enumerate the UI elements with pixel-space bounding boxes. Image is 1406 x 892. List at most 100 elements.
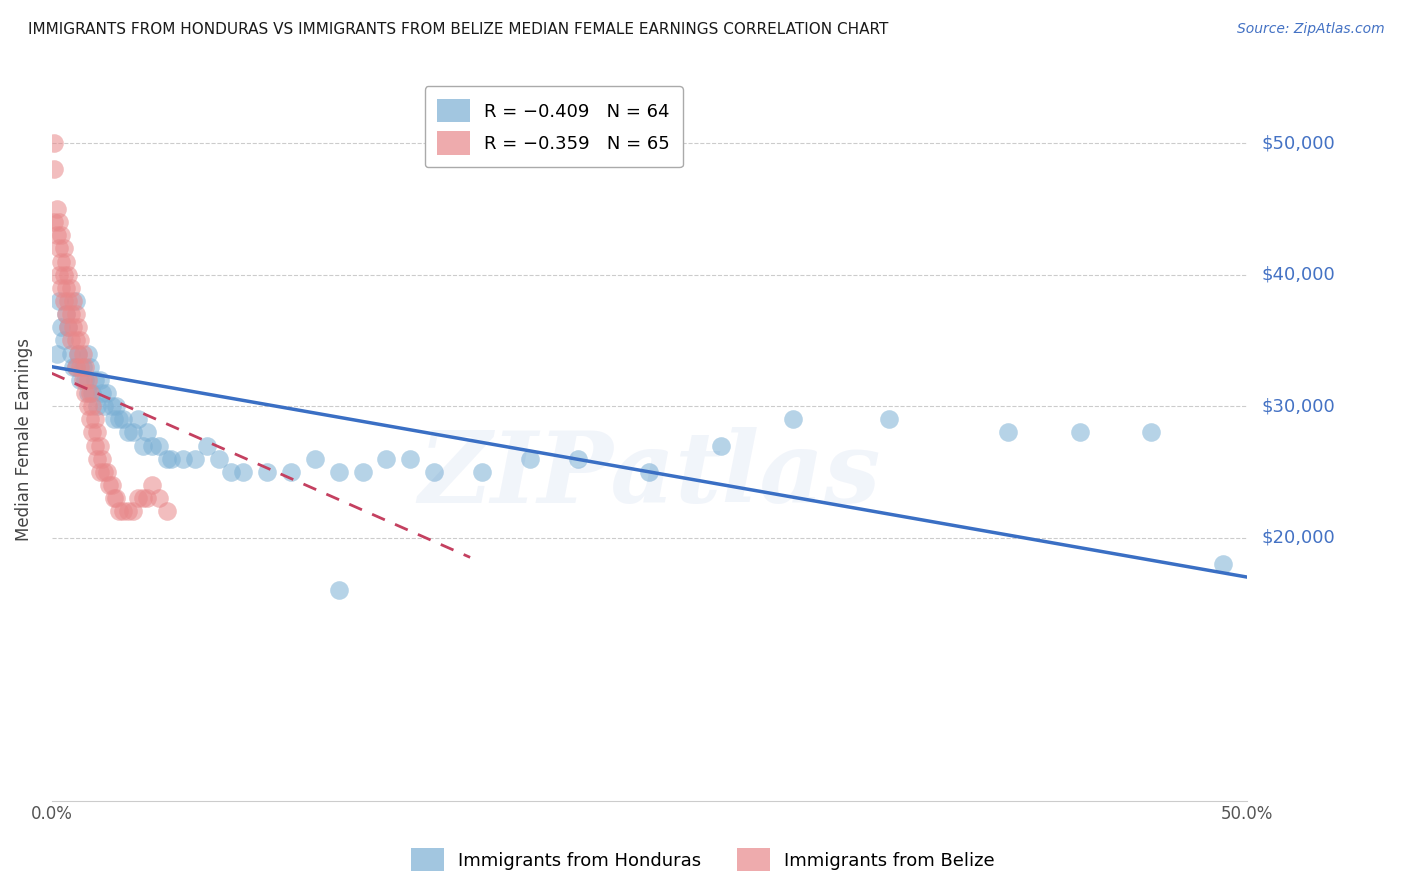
Point [59, 346, 82, 360]
Point [471, 465, 494, 479]
Point [86, 451, 108, 466]
Point [100, 478, 122, 492]
Point [79, 359, 101, 374]
Point [352, 465, 374, 479]
Point [375, 451, 398, 466]
Point [48, 215, 70, 229]
Point [55, 307, 77, 321]
Point [112, 412, 135, 426]
Point [100, 399, 122, 413]
Point [79, 386, 101, 401]
Point [122, 425, 145, 440]
Point [148, 491, 170, 506]
Point [62, 359, 84, 374]
Point [131, 439, 153, 453]
Point [65, 293, 87, 308]
Point [76, 399, 98, 413]
Point [67, 320, 90, 334]
Point [127, 491, 149, 506]
Point [107, 504, 129, 518]
Point [155, 504, 177, 518]
Point [89, 465, 111, 479]
Point [44, 162, 66, 177]
Point [103, 491, 125, 506]
Point [160, 451, 183, 466]
Point [136, 425, 159, 440]
Point [67, 346, 90, 360]
Point [208, 451, 231, 466]
Point [62, 293, 84, 308]
Text: $40,000: $40,000 [1261, 266, 1334, 284]
Point [148, 439, 170, 453]
Point [48, 293, 70, 308]
Point [52, 241, 75, 255]
Text: $50,000: $50,000 [1261, 134, 1334, 153]
Point [638, 465, 661, 479]
Point [131, 491, 153, 506]
Point [72, 373, 94, 387]
Point [69, 334, 91, 348]
Point [304, 451, 326, 466]
Point [75, 359, 97, 374]
Point [423, 465, 446, 479]
Point [58, 320, 80, 334]
Point [782, 412, 804, 426]
Point [65, 307, 87, 321]
Point [76, 373, 98, 387]
Point [44, 215, 66, 229]
Point [232, 465, 254, 479]
Point [58, 320, 80, 334]
Point [65, 334, 87, 348]
Point [69, 373, 91, 387]
Point [51, 320, 73, 334]
Point [62, 320, 84, 334]
Point [82, 399, 104, 413]
Point [48, 268, 70, 282]
Point [399, 451, 422, 466]
Point [72, 346, 94, 360]
Legend: Immigrants from Honduras, Immigrants from Belize: Immigrants from Honduras, Immigrants fro… [404, 841, 1002, 879]
Point [82, 386, 104, 401]
Point [219, 465, 242, 479]
Text: $20,000: $20,000 [1261, 529, 1334, 547]
Point [96, 465, 118, 479]
Point [91, 386, 114, 401]
Point [328, 583, 350, 598]
Point [256, 465, 278, 479]
Legend: R = −0.409   N = 64, R = −0.359   N = 65: R = −0.409 N = 64, R = −0.359 N = 65 [425, 87, 683, 167]
Point [117, 425, 139, 440]
Point [112, 504, 135, 518]
Point [184, 451, 207, 466]
Point [51, 281, 73, 295]
Point [86, 399, 108, 413]
Point [83, 373, 105, 387]
Point [75, 373, 97, 387]
Point [93, 399, 115, 413]
Point [105, 399, 128, 413]
Point [1140, 425, 1163, 440]
Point [55, 281, 77, 295]
Point [52, 334, 75, 348]
Point [93, 465, 115, 479]
Point [76, 346, 98, 360]
Point [48, 241, 70, 255]
Point [155, 451, 177, 466]
Y-axis label: Median Female Earnings: Median Female Earnings [15, 337, 32, 541]
Point [877, 412, 900, 426]
Point [83, 412, 105, 426]
Point [51, 228, 73, 243]
Point [45, 346, 67, 360]
Point [75, 386, 97, 401]
Point [79, 412, 101, 426]
Point [117, 504, 139, 518]
Text: IMMIGRANTS FROM HONDURAS VS IMMIGRANTS FROM BELIZE MEDIAN FEMALE EARNINGS CORREL: IMMIGRANTS FROM HONDURAS VS IMMIGRANTS F… [28, 22, 889, 37]
Point [997, 425, 1019, 440]
Point [58, 293, 80, 308]
Point [44, 136, 66, 151]
Point [107, 412, 129, 426]
Point [59, 281, 82, 295]
Point [1069, 425, 1091, 440]
Point [72, 359, 94, 374]
Point [98, 478, 121, 492]
Point [195, 439, 218, 453]
